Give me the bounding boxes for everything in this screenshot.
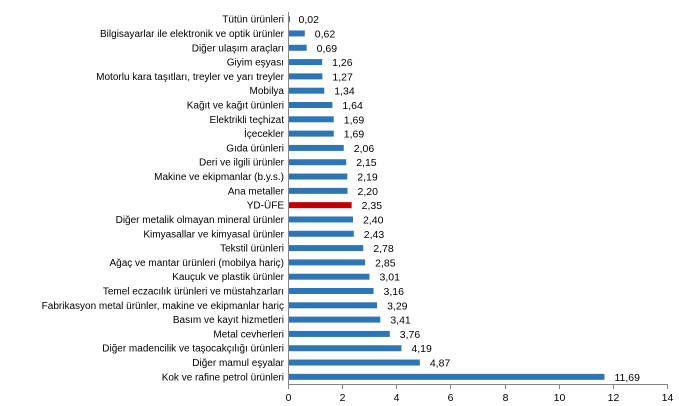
bar: [289, 230, 354, 237]
category-label: Gıda ürünleri: [226, 143, 284, 154]
bar: [289, 316, 381, 323]
category-label: Tekstil ürünleri: [220, 244, 284, 255]
data-label: 4,19: [411, 343, 432, 355]
x-tick-label: 14: [662, 392, 674, 404]
bar: [289, 144, 344, 151]
bar: [289, 330, 390, 337]
bar: [289, 159, 347, 166]
x-tick-label: 12: [608, 392, 620, 404]
x-tick-label: 0: [286, 392, 292, 404]
category-label: Motorlu kara taşıtları, treyler ve yarı …: [96, 72, 285, 83]
bar: [289, 187, 348, 194]
bars-layer: [289, 16, 605, 380]
category-label: Bilgisayarlar ile elektronik ve optik ür…: [100, 29, 285, 40]
bar: [289, 259, 366, 266]
bar: [289, 245, 364, 252]
bar: [289, 44, 307, 51]
data-labels: 0,02 0,62 0,69 1,26 1,27 1,34 1,64 1,69 1,69 2,06…: [299, 14, 641, 384]
category-label: Kimyasallar ve kimyasal ürünler: [143, 229, 284, 240]
bar: [289, 87, 325, 94]
category-label: Kauçuk ve plastik ürünler: [172, 272, 284, 283]
bar-highlight: [289, 202, 352, 209]
x-axis-ticks: 0 2 4 6 8 10 12 14: [286, 384, 674, 404]
bar: [289, 73, 323, 80]
data-label: 3,01: [379, 272, 400, 284]
data-label: 0,62: [315, 28, 336, 40]
data-label: 1,27: [332, 71, 353, 83]
data-label: 3,76: [400, 329, 421, 341]
category-label: Ana metaller: [228, 186, 285, 197]
data-label: 1,69: [344, 114, 365, 126]
category-label: Giyim eşyası: [227, 58, 284, 69]
category-label: Diğer mamul eşyalar: [192, 358, 284, 369]
category-label: İçecekler: [244, 127, 285, 140]
data-label: 2,78: [373, 243, 394, 255]
data-label: 2,35: [362, 200, 383, 212]
category-label: Mobilya: [250, 86, 285, 97]
bar: [289, 302, 378, 309]
category-label: Fabrikasyon metal ürünler, makine ve eki…: [42, 301, 284, 312]
bar: [289, 373, 605, 380]
bar: [289, 59, 323, 66]
bar: [289, 345, 402, 352]
data-label: 3,16: [384, 286, 405, 298]
category-label: Deri ve ilgili ürünler: [199, 158, 285, 169]
bar: [289, 16, 290, 23]
category-label: Diğer madencilik ve taşocakçılığı ürünle…: [102, 344, 284, 355]
category-label: Kağıt ve kağıt ürünleri: [187, 101, 284, 112]
category-label: Kok ve rafine petrol ürünleri: [162, 372, 284, 383]
data-label: 0,69: [317, 43, 338, 55]
data-label: 0,02: [299, 14, 320, 26]
data-label: 2,19: [357, 172, 378, 184]
data-label: 4,87: [430, 358, 451, 370]
category-label: Metal cevherleri: [213, 329, 284, 340]
category-labels: Tütün ürünleri Bilgisayarlar ile elektron…: [42, 15, 285, 384]
bar: [289, 173, 348, 180]
bar: [289, 359, 420, 366]
bar: [289, 216, 353, 223]
data-label: 11,69: [614, 372, 640, 384]
category-label: Makine ve ekipmanlar (b.y.s.): [154, 172, 284, 183]
bar: [289, 30, 305, 37]
data-label: 2,20: [358, 186, 379, 198]
data-label: 2,85: [375, 257, 396, 269]
x-tick-label: 10: [554, 392, 566, 404]
data-label: 1,34: [334, 86, 355, 98]
category-label: Elektrikli teçhizat: [210, 115, 285, 126]
category-label: Diğer metalik olmayan mineral ürünler: [116, 215, 285, 226]
data-label: 1,69: [344, 129, 365, 141]
category-label: Diğer ulaşım araçları: [192, 43, 284, 54]
category-label: Ağaç ve mantar ürünleri (mobilya hariç): [109, 258, 284, 269]
data-label: 2,43: [364, 229, 385, 241]
data-label: 1,64: [342, 100, 363, 112]
category-label: Temel eczacılık ürünleri ve müstahzarlar…: [103, 287, 284, 298]
x-tick-label: 4: [394, 392, 400, 404]
bar: [289, 288, 374, 294]
category-label: Tütün ürünleri: [222, 15, 284, 26]
data-label: 3,41: [390, 315, 411, 327]
x-tick-label: 2: [340, 392, 346, 404]
data-label: 2,40: [363, 214, 384, 226]
category-label: Basım ve kayıt hizmetleri: [173, 315, 284, 326]
bar: [289, 102, 333, 108]
data-label: 2,06: [354, 143, 375, 155]
x-tick-label: 8: [503, 392, 509, 404]
bar: [289, 273, 370, 280]
bar: [289, 130, 334, 137]
bar: [289, 116, 334, 123]
data-label: 3,29: [387, 300, 408, 312]
data-label: 2,15: [356, 157, 377, 169]
category-label: YD-ÜFE: [247, 200, 285, 212]
x-tick-label: 6: [448, 392, 454, 404]
data-label: 1,26: [332, 57, 353, 69]
